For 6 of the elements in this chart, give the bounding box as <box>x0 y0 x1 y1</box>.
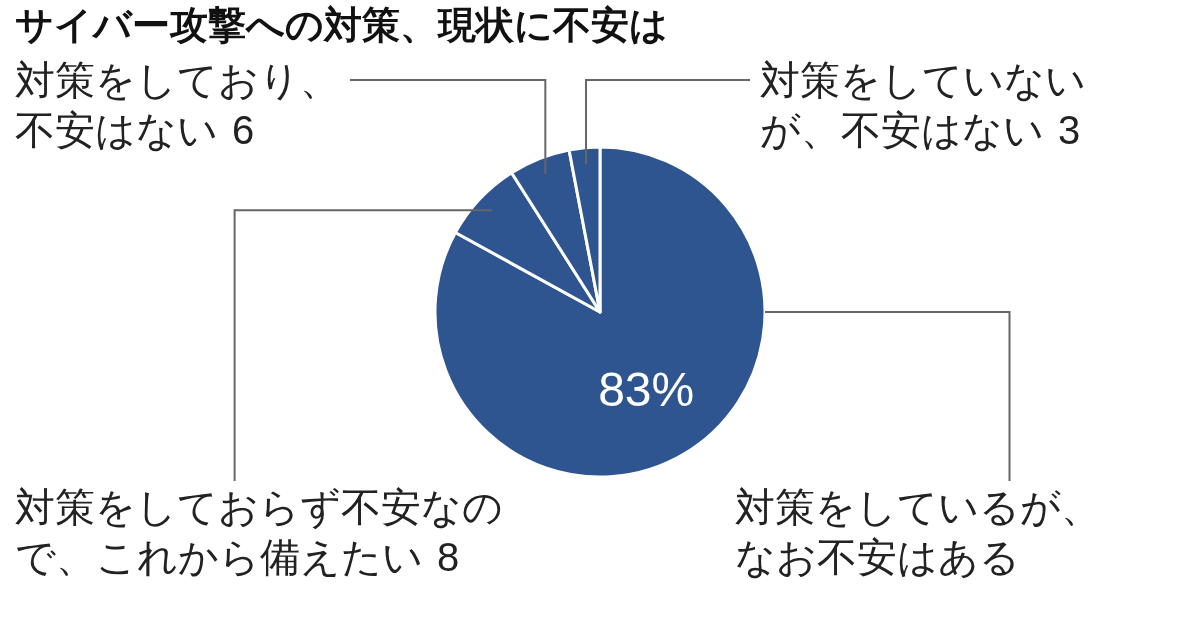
data-label: 83% <box>598 363 695 417</box>
chart-title: サイバー攻撃への対策、現状に不安は <box>15 3 668 48</box>
data-label: 8 <box>437 535 460 579</box>
slice-label: 対策をしているが、なお不安はある <box>735 484 1102 581</box>
data-label: 6 <box>232 108 255 152</box>
data-label: 3 <box>1058 108 1081 152</box>
